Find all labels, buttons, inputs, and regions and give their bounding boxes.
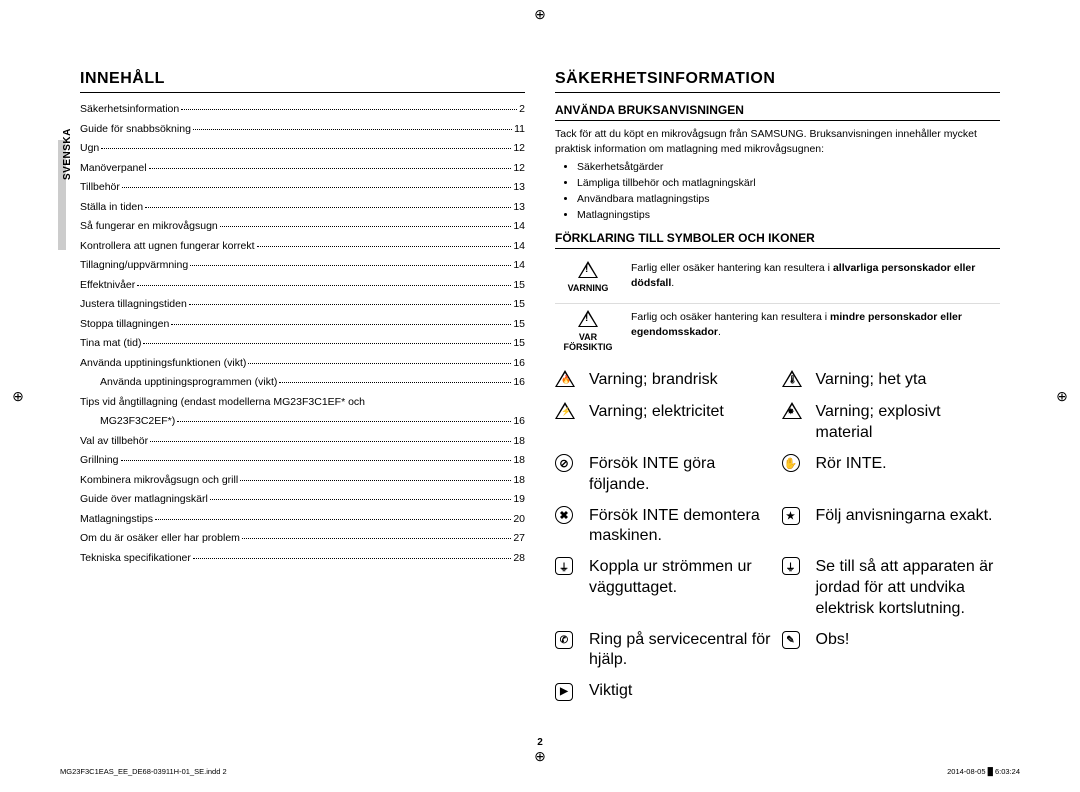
sec2-title: FÖRKLARING TILL SYMBOLER OCH IKONER [555,231,1000,249]
warning-icon: ✸ [782,402,802,419]
footer-left: MG23F3C1EAS_EE_DE68-03911H-01_SE.indd 2 [60,767,227,776]
toc-row: Tekniska specifikationer28 [80,552,525,564]
instruction-icon: ✆ [555,631,573,649]
symbol-grid: 🔥 Varning; brandrisk 🌡 Varning; het yta ⚡ Var… [555,370,1000,702]
toc-row: Guide för snabbsökning11 [80,123,525,135]
warning-icon: ⚡ [555,402,575,419]
toc-row: Justera tillagningstiden15 [80,298,525,310]
right-column: SÄKERHETSINFORMATION ANVÄNDA BRUKSANVISN… [555,70,1000,720]
prohibition-icon: ✖ [555,506,573,524]
toc-row: Kontrollera att ugnen fungerar korrekt14 [80,240,525,252]
toc-row: Manöverpanel12 [80,162,525,174]
toc-row: Effektnivåer15 [80,279,525,291]
bullet-item: Lämpliga tillbehör och matlagningskärl [577,176,1000,192]
footer-right: 2014-08-05 █ 6:03:24 [947,767,1020,776]
bullet-item: Matlagningstips [577,208,1000,224]
symbol-text: Följ anvisningarna exakt. [816,506,1001,527]
toc-row: Val av tillbehör18 [80,435,525,447]
toc-row: Ugn12 [80,142,525,154]
warning-row: !VARNINGFarlig eller osäker hantering ka… [555,255,1000,304]
page-number: 2 [0,737,1080,748]
symbol-text: Se till så att apparaten är jordad för a… [816,557,1001,619]
toc-row: Tina mat (tid)15 [80,337,525,349]
toc-heading: INNEHÅLL [80,70,525,93]
toc-row: Tillbehör13 [80,181,525,193]
symbol-text: Varning; explosivt material [816,402,1001,444]
symbol-text: Obs! [816,630,1001,651]
toc-row: Ställa in tiden13 [80,201,525,213]
footer: MG23F3C1EAS_EE_DE68-03911H-01_SE.indd 2 … [60,767,1020,776]
symbol-text: Rör INTE. [816,454,1001,475]
warning-triangle-icon: ! [578,310,598,327]
instruction-icon: ✎ [782,631,800,649]
toc-row: Kombinera mikrovågsugn och grill18 [80,474,525,486]
registration-mark-right: ⊕ [1054,388,1070,404]
toc-row: Om du är osäker eller har problem27 [80,532,525,544]
bullet-item: Säkerhetsåtgärder [577,160,1000,176]
sec1-bullets: SäkerhetsåtgärderLämpliga tillbehör och … [555,160,1000,223]
toc-row: Stoppa tillagningen15 [80,318,525,330]
toc-row: Tillagning/uppvärmning14 [80,259,525,271]
toc-row: Så fungerar en mikrovågsugn14 [80,220,525,232]
symbol-text: Varning; het yta [816,370,1001,391]
safety-heading: SÄKERHETSINFORMATION [555,70,1000,93]
instruction-icon: ★ [782,507,800,525]
symbol-text: Varning; elektricitet [589,402,774,423]
bullet-item: Användbara matlagningstips [577,192,1000,208]
symbol-warnings: !VARNINGFarlig eller osäker hantering ka… [555,255,1000,362]
toc-row: Använda upptiningsprogrammen (vikt)16 [80,376,525,388]
warning-triangle-icon: ! [578,261,598,278]
symbol-text: Varning; brandrisk [589,370,774,391]
registration-mark-top: ⊕ [532,6,548,22]
symbol-text: Koppla ur strömmen ur vägguttaget. [589,557,774,599]
instruction-icon: ⏚ [555,557,573,575]
toc-row: Säkerhetsinformation2 [80,103,525,115]
toc-row: Använda upptiningsfunktionen (vikt)16 [80,357,525,369]
symbol-text: Försök INTE göra följande. [589,454,774,496]
instruction-icon: ⏚ [782,557,800,575]
symbol-text: Försök INTE demontera maskinen. [589,506,774,548]
registration-mark-left: ⊕ [10,388,26,404]
toc-row: MG23F3C2EF*)16 [80,415,525,427]
prohibition-icon: ⊘ [555,454,573,472]
sec1-title: ANVÄNDA BRUKSANVISNINGEN [555,103,1000,121]
registration-mark-bottom: ⊕ [532,748,548,764]
language-label: SVENSKA [62,128,73,180]
toc-row: Matlagningstips20 [80,513,525,525]
sec1-intro: Tack för att du köpt en mikrovågsugn frå… [555,127,1000,156]
toc-row: Guide över matlagningskärl19 [80,493,525,505]
warning-icon: 🔥 [555,370,575,387]
warning-icon: 🌡 [782,370,802,387]
warning-row: !VAR FÖRSIKTIGFarlig och osäker hanterin… [555,304,1000,362]
toc-row: Grillning18 [80,454,525,466]
symbol-text: Ring på servicecentral för hjälp. [589,630,774,672]
page-content: INNEHÅLL Säkerhetsinformation2 Guide för … [80,70,1000,720]
left-column: INNEHÅLL Säkerhetsinformation2 Guide för … [80,70,525,720]
prohibition-icon: ✋ [782,454,800,472]
toc-row: Tips vid ångtillagning (endast modellern… [80,396,525,408]
instruction-icon: ▶ [555,683,573,701]
table-of-contents: Säkerhetsinformation2 Guide för snabbsökn… [80,103,525,564]
symbol-text: Viktigt [589,681,774,702]
